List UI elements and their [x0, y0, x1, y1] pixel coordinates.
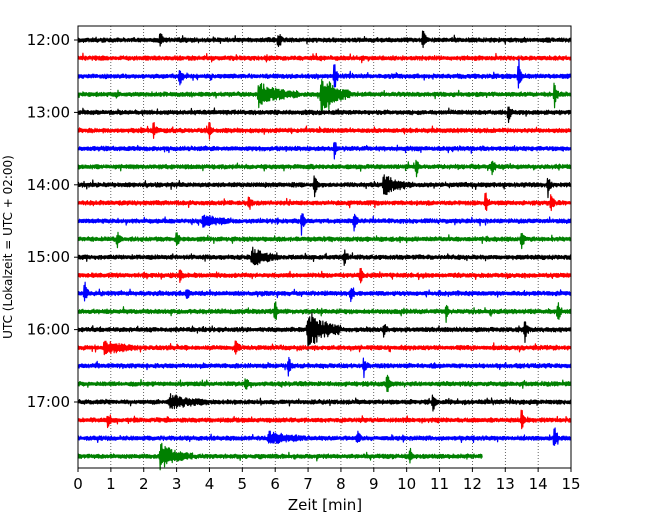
- x-tick-label: 6: [270, 475, 280, 493]
- x-tick-label: 0: [73, 475, 83, 493]
- y-tick-label: 12:00: [27, 31, 70, 49]
- x-tick-label: 10: [397, 475, 416, 493]
- trace-row-1730: [77, 427, 572, 446]
- seismogram-traces: [77, 30, 572, 471]
- trace-row-1200: [77, 30, 572, 49]
- x-tick-label: 7: [303, 475, 313, 493]
- x-tick-label: 14: [529, 475, 548, 493]
- trace-row-1430: [77, 213, 572, 236]
- x-tick-label: 11: [430, 475, 449, 493]
- trace-row-1345: [77, 159, 572, 178]
- trace-row-1545: [77, 301, 572, 324]
- trace-row-1745: [77, 442, 483, 471]
- trace-row-1645: [77, 374, 572, 393]
- x-axis-ticks: 0 1 2 3 4 5 6 7 8 9 10 11 12 13 14 15: [73, 468, 581, 493]
- y-tick-label: 17:00: [27, 393, 70, 411]
- trace-row-1530: [77, 281, 572, 303]
- x-tick-label: 1: [106, 475, 116, 493]
- trace-row-1515: [77, 267, 572, 284]
- trace-row-1500: [77, 246, 572, 267]
- y-tick-label: 15:00: [27, 248, 70, 266]
- x-tick-label: 9: [369, 475, 379, 493]
- x-tick-label: 8: [336, 475, 346, 493]
- trace-row-1615: [77, 340, 572, 356]
- y-axis-ticks: 12:00 13:00 14:00 15:00 16:00 17:00: [27, 31, 78, 411]
- y-tick-label: 13:00: [27, 103, 70, 121]
- plot-frame: [77, 25, 572, 469]
- trace-row-1245: [77, 78, 572, 115]
- trace-row-1630: [77, 356, 572, 379]
- trace-row-1715: [77, 409, 572, 430]
- y-axis-label: UTC (Lokalzeit = UTC + 02:00): [1, 155, 15, 339]
- trace-row-1700: [77, 393, 572, 412]
- trace-row-1300: [77, 106, 572, 124]
- x-axis-label: Zeit [min]: [288, 496, 362, 514]
- x-tick-label: 15: [561, 475, 580, 493]
- x-tick-label: 5: [238, 475, 248, 493]
- x-tick-label: 12: [463, 475, 482, 493]
- x-tick-label: 3: [172, 475, 182, 493]
- trace-row-1330: [77, 141, 572, 160]
- x-tick-label: 4: [205, 475, 215, 493]
- trace-row-1400: [77, 174, 572, 199]
- trace-row-1445: [77, 231, 572, 250]
- trace-row-1215: [77, 52, 572, 64]
- y-tick-label: 16:00: [27, 321, 70, 339]
- x-tick-label: 2: [139, 475, 149, 493]
- trace-row-1315: [77, 121, 572, 140]
- trace-row-1230: [77, 58, 572, 89]
- trace-row-1600: [77, 312, 572, 352]
- trace-row-1415: [77, 192, 572, 212]
- y-tick-label: 14:00: [27, 176, 70, 194]
- x-tick-label: 13: [496, 475, 515, 493]
